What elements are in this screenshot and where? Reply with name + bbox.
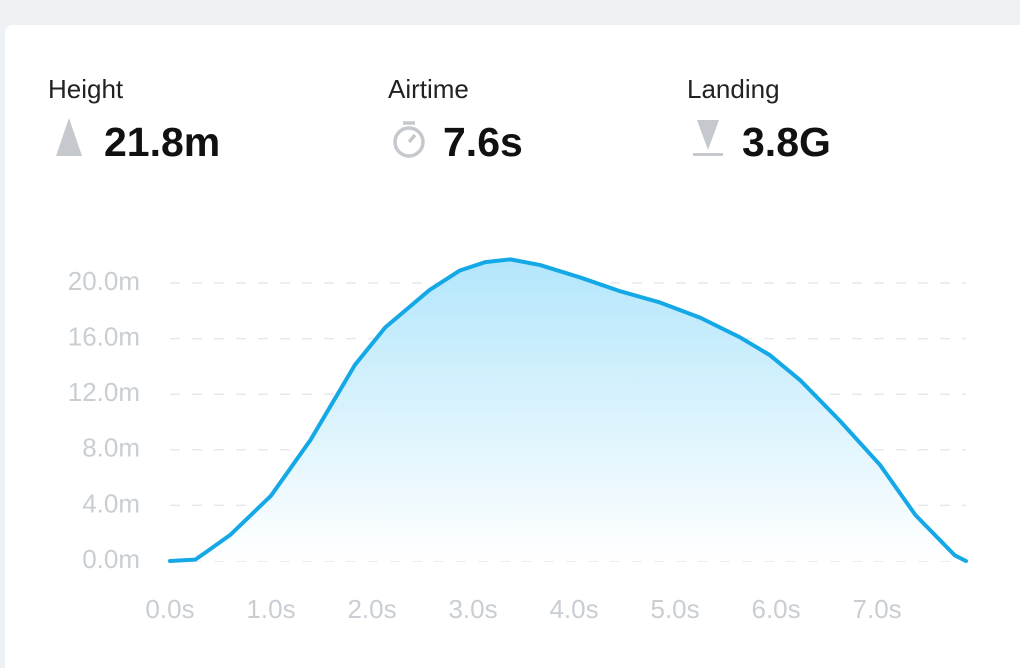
x-tick-label: 6.0s [752, 594, 801, 624]
y-tick-label: 20.0m [68, 266, 140, 296]
height-icon [56, 118, 82, 156]
y-tick-label: 16.0m [68, 321, 140, 351]
x-tick-label: 5.0s [650, 594, 699, 624]
x-tick-label: 4.0s [549, 594, 598, 624]
x-tick-label: 0.0s [145, 594, 194, 624]
stat-label: Airtime [388, 74, 469, 104]
line [168, 257, 968, 563]
area-fill [170, 259, 966, 561]
stat-label: Landing [687, 74, 780, 104]
airtime-icon [393, 121, 425, 158]
stat-value: 3.8G [742, 119, 831, 165]
x-tick-label: 2.0s [347, 594, 396, 624]
y-tick-label: 0.0m [82, 544, 140, 574]
y-tick-label: 4.0m [82, 488, 140, 518]
y-tick-label: 8.0m [82, 433, 140, 463]
x-tick-label: 3.0s [448, 594, 497, 624]
stat-value: 21.8m [104, 119, 220, 165]
landing-icon [693, 120, 723, 156]
y-tick-label: 12.0m [68, 377, 140, 407]
stat-label: Height [48, 74, 124, 104]
x-tick-label: 7.0s [853, 594, 902, 624]
x-tick-label: 1.0s [246, 594, 295, 624]
stat-value: 7.6s [443, 119, 523, 165]
